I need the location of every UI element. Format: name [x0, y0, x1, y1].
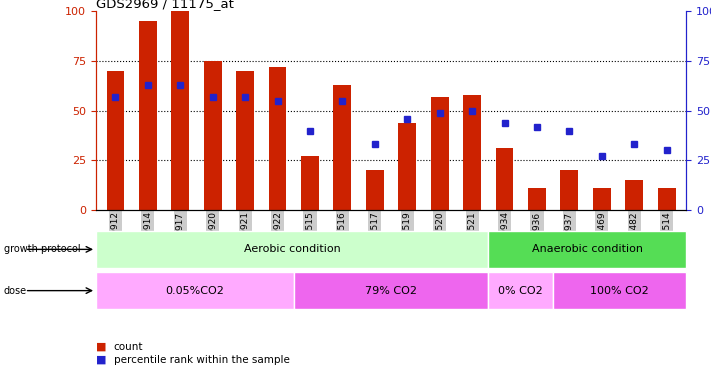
Text: 0% CO2: 0% CO2 [498, 286, 543, 296]
Text: ■: ■ [96, 355, 107, 365]
Text: ■: ■ [96, 342, 107, 352]
Bar [96, 272, 294, 309]
Bar [593, 188, 611, 210]
Bar [96, 231, 488, 268]
Text: Aerobic condition: Aerobic condition [244, 244, 341, 254]
Bar [366, 170, 384, 210]
Text: count: count [114, 342, 143, 352]
Bar [553, 272, 686, 309]
Bar [269, 67, 287, 210]
Bar [625, 180, 643, 210]
Text: 100% CO2: 100% CO2 [590, 286, 649, 296]
Bar [431, 97, 449, 210]
Bar [301, 156, 319, 210]
Bar [333, 85, 351, 210]
Bar [496, 148, 513, 210]
Bar [658, 188, 675, 210]
Bar [236, 71, 254, 210]
Bar [463, 95, 481, 210]
Bar [488, 272, 553, 309]
Text: Anaerobic condition: Anaerobic condition [532, 244, 643, 254]
Bar [528, 188, 546, 210]
Bar [171, 11, 189, 210]
Text: 79% CO2: 79% CO2 [365, 286, 417, 296]
Text: growth protocol: growth protocol [4, 244, 80, 254]
Bar [488, 231, 686, 268]
Text: percentile rank within the sample: percentile rank within the sample [114, 355, 289, 365]
Text: GDS2969 / 11175_at: GDS2969 / 11175_at [96, 0, 234, 10]
Bar [560, 170, 578, 210]
Bar [294, 272, 488, 309]
Bar [107, 71, 124, 210]
Bar [139, 21, 157, 210]
Bar [398, 123, 416, 210]
Text: 0.05%CO2: 0.05%CO2 [166, 286, 224, 296]
Bar [204, 61, 222, 210]
Text: dose: dose [4, 286, 27, 296]
